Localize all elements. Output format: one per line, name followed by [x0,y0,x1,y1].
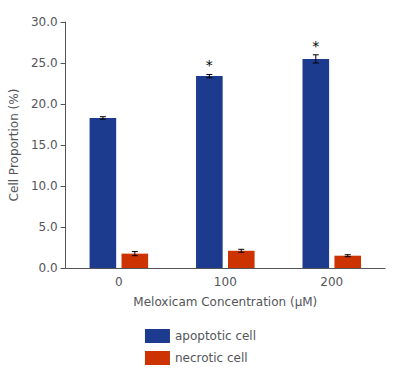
svg-text:*: * [312,38,319,54]
svg-text:*: * [206,57,213,73]
svg-text:30.0: 30.0 [31,15,58,29]
svg-text:apoptotic cell: apoptotic cell [175,329,256,343]
svg-text:100: 100 [214,275,237,289]
svg-text:Meloxicam Concentration (μM): Meloxicam Concentration (μM) [133,295,317,309]
svg-text:200: 200 [320,275,343,289]
svg-text:25.0: 25.0 [31,56,58,70]
svg-text:15.0: 15.0 [31,138,58,152]
svg-text:5.0: 5.0 [39,220,58,234]
svg-text:0.0: 0.0 [39,261,58,275]
svg-text:necrotic cell: necrotic cell [175,351,248,365]
svg-text:Cell Proportion (%): Cell Proportion (%) [7,89,21,202]
svg-text:20.0: 20.0 [31,97,58,111]
svg-text:10.0: 10.0 [31,179,58,193]
svg-text:0: 0 [115,275,123,289]
